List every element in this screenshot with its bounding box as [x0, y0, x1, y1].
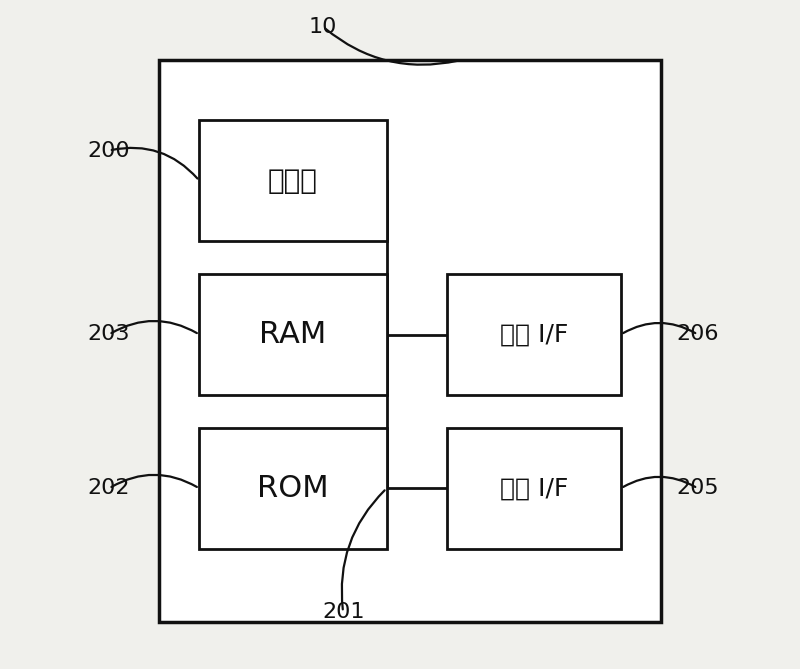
- Bar: [199, 120, 386, 241]
- Bar: [199, 274, 386, 395]
- Text: 200: 200: [88, 140, 130, 161]
- Text: 10: 10: [309, 17, 338, 37]
- Text: 网络 I/F: 网络 I/F: [500, 322, 568, 347]
- Bar: [159, 60, 661, 622]
- Text: RAM: RAM: [259, 320, 326, 349]
- Text: 205: 205: [676, 478, 719, 498]
- Bar: [447, 274, 621, 395]
- Text: 203: 203: [88, 324, 130, 345]
- Text: 201: 201: [322, 602, 364, 622]
- Text: 202: 202: [88, 478, 130, 498]
- Bar: [447, 428, 621, 549]
- Text: 206: 206: [677, 324, 719, 345]
- Text: 处理器: 处理器: [268, 167, 318, 195]
- Text: 无线 I/F: 无线 I/F: [500, 476, 568, 500]
- Bar: [199, 428, 386, 549]
- Text: ROM: ROM: [257, 474, 329, 503]
